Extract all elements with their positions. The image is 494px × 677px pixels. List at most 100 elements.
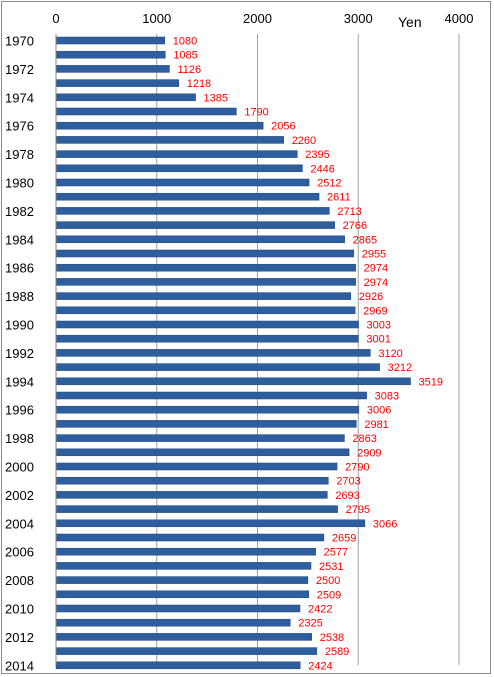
y-tick-label: 1996: [5, 403, 34, 418]
data-label: 1385: [204, 92, 228, 104]
bar: [55, 278, 356, 286]
data-label: 1790: [244, 107, 268, 119]
y-tick-label: 1990: [5, 318, 34, 333]
bar: [55, 207, 330, 215]
data-label: 2509: [317, 589, 341, 601]
bar: [55, 36, 166, 45]
data-label: 2424: [308, 660, 332, 672]
data-label: 1218: [187, 78, 211, 90]
x-axis-ticks: 0 1000 2000 3000 4000: [52, 11, 473, 26]
data-label: 2865: [353, 234, 377, 246]
bar: [55, 562, 312, 570]
y-tick-label: 2000: [5, 460, 34, 475]
data-label: 2611: [327, 192, 351, 204]
bar: [55, 391, 367, 400]
y-axis-ticks: 1970 1972 1974 1976 1978 1980 1982 1984 1986 1988…: [5, 34, 34, 674]
bar: [55, 192, 320, 201]
data-label: 3120: [378, 348, 402, 360]
data-label: 3001: [366, 334, 390, 346]
y-tick-label: 2012: [5, 630, 34, 645]
data-label: 2955: [362, 249, 386, 261]
data-label: 3006: [367, 405, 391, 417]
data-label: 2909: [357, 447, 381, 459]
data-label: 2589: [325, 646, 349, 658]
y-tick-label: 2004: [5, 516, 34, 531]
bar: [55, 263, 356, 272]
bar: [55, 576, 309, 584]
y-tick-label: 2008: [5, 573, 34, 588]
bar: [55, 349, 371, 357]
y-tick-label: 2006: [5, 545, 34, 560]
bar: [55, 661, 301, 670]
data-label: 2538: [320, 632, 344, 644]
y-tick-label: 1976: [5, 119, 34, 134]
bar: [55, 618, 291, 627]
y-tick-label: 1998: [5, 431, 34, 446]
data-label: 2863: [352, 433, 376, 445]
bar: [55, 547, 316, 556]
data-label: 2446: [310, 163, 334, 175]
bar: [55, 405, 360, 414]
bar: [55, 121, 264, 130]
data-label: 2056: [271, 121, 295, 133]
data-label: 2974: [364, 263, 388, 275]
data-label: 2500: [316, 575, 340, 587]
unit-label: Yen: [398, 14, 422, 30]
bar: [55, 647, 318, 655]
bar: [55, 150, 298, 158]
x-tick-label: 3000: [344, 11, 373, 26]
bar: [55, 178, 310, 187]
bar: [55, 221, 335, 229]
bar: [55, 604, 301, 613]
data-label: 2790: [345, 462, 369, 474]
bar: [55, 533, 325, 542]
data-label: 2969: [363, 305, 387, 317]
bar: [55, 491, 328, 499]
x-tick-label: 4000: [445, 11, 474, 26]
data-label: 2577: [324, 547, 348, 559]
bar: [55, 235, 345, 244]
data-label: 3212: [388, 362, 412, 374]
bar: [55, 363, 380, 371]
data-label: 3083: [375, 391, 399, 403]
bar: [55, 249, 354, 258]
y-tick-label: 2010: [5, 602, 34, 617]
data-label: 1085: [173, 50, 197, 62]
data-label: 2531: [319, 561, 343, 573]
bar: [55, 306, 356, 315]
data-label: 2981: [364, 419, 388, 431]
bar: [55, 519, 366, 528]
bar: [55, 590, 310, 599]
bar: [55, 476, 329, 485]
bar: [55, 93, 196, 102]
y-tick-label: 2014: [5, 658, 34, 673]
y-tick-label: 1972: [5, 62, 34, 77]
bar: [55, 320, 359, 329]
data-label: 2325: [298, 618, 322, 630]
y-tick-label: 1988: [5, 289, 34, 304]
y-tick-label: 1994: [5, 374, 34, 389]
data-label: 2395: [305, 149, 329, 161]
bar: [55, 505, 338, 513]
bar: [55, 79, 179, 87]
data-label: 2766: [343, 220, 367, 232]
bar: [55, 334, 359, 343]
data-label: 2703: [336, 476, 360, 488]
bar: [55, 633, 312, 641]
bar: [55, 420, 357, 428]
data-label: 2659: [332, 533, 356, 545]
y-tick-label: 1984: [5, 232, 34, 247]
data-label: 2422: [308, 604, 332, 616]
data-label: 3003: [367, 320, 391, 332]
x-tick-label: 2000: [243, 11, 272, 26]
bar: [55, 377, 411, 386]
bar: [55, 107, 237, 116]
y-tick-label: 1970: [5, 34, 34, 49]
y-tick-label: 1978: [5, 147, 34, 162]
bar: [55, 50, 166, 59]
data-label: 3519: [419, 376, 443, 388]
y-tick-label: 1992: [5, 346, 34, 361]
bars: [55, 36, 411, 670]
